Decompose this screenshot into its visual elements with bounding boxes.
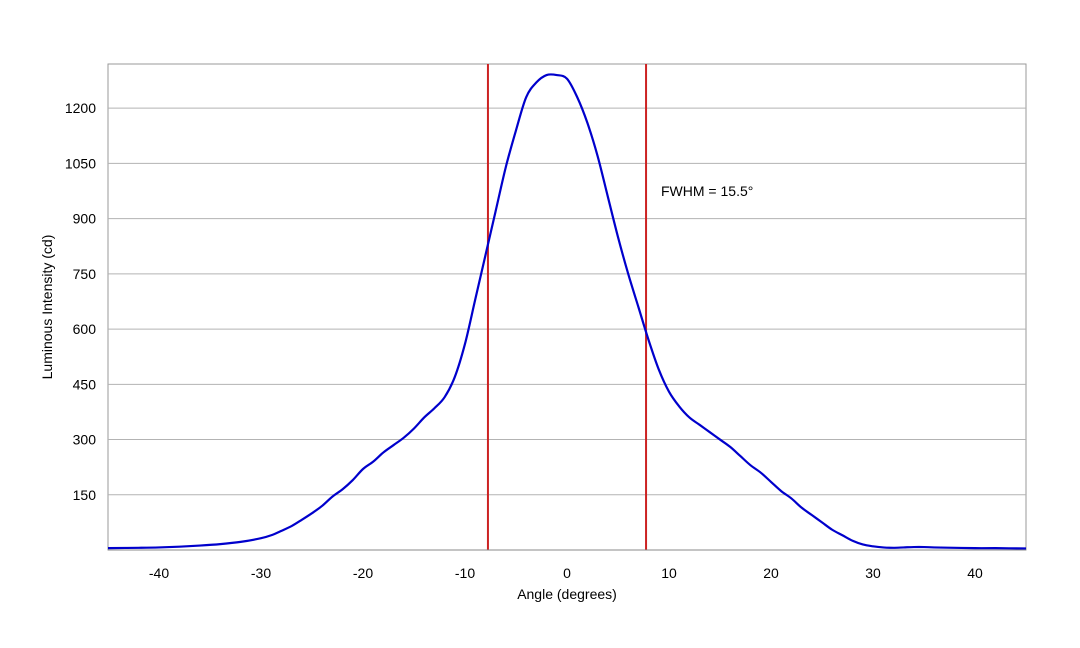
intensity-curve [107,73,1027,550]
x-tick-label: 40 [967,565,983,581]
y-tick-label: 300 [73,432,97,448]
y-tick-label: 450 [73,376,97,392]
y-tick-label: 600 [73,321,97,337]
x-tick-label: 20 [763,565,779,581]
y-tick-labels: 150 300 450 600 750 900 1050 1200 [65,100,96,503]
x-tick-label: -20 [353,565,373,581]
x-tick-label: 0 [563,565,571,581]
y-tick-label: 750 [73,266,97,282]
y-tick-label: 1050 [65,155,96,171]
plot-area [107,63,1027,551]
gridlines [108,107,1026,496]
y-axis-title: Luminous Intensity (cd) [39,235,55,380]
x-tick-label: -40 [149,565,169,581]
x-tick-labels: -40 -30 -20 -10 0 10 20 30 40 [149,565,983,581]
fwhm-marker-lines [486,64,648,550]
x-tick-label: 10 [661,565,677,581]
x-tick-label: -10 [455,565,475,581]
x-tick-label: 30 [865,565,881,581]
x-axis-title: Angle (degrees) [517,586,617,602]
y-tick-label: 900 [73,211,97,227]
y-tick-label: 150 [73,487,97,503]
x-tick-label: -30 [251,565,271,581]
y-tick-label: 1200 [65,100,96,116]
fwhm-annotation: FWHM = 15.5° [661,183,753,199]
